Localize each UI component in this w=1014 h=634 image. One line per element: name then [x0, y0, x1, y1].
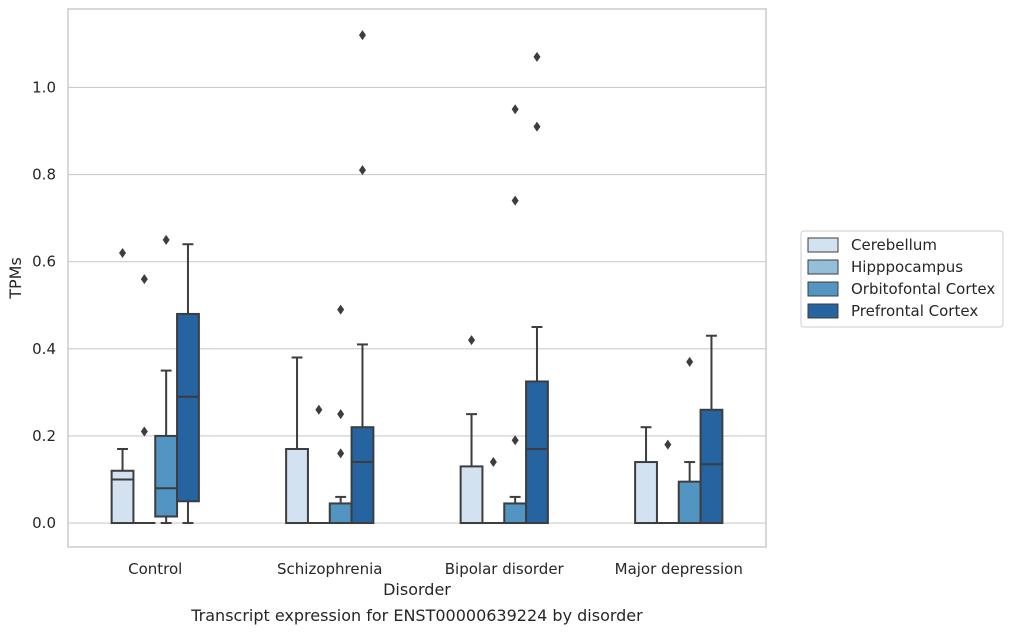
y-tick-label: 0.2: [32, 427, 56, 445]
box: [459, 335, 484, 525]
box: [677, 356, 702, 525]
outlier-point: [468, 335, 476, 346]
box: [656, 439, 679, 525]
outlier-point: [489, 457, 497, 468]
y-tick-label: 1.0: [32, 78, 56, 96]
y-tick-label: 0.8: [32, 166, 56, 184]
outlier-point: [511, 195, 519, 206]
box-body: [350, 426, 375, 525]
outlier-point: [686, 356, 694, 367]
box-body: [328, 502, 353, 525]
legend-label: Hipppocampus: [851, 258, 963, 276]
outlier-point: [358, 165, 366, 176]
legend: Cerebellum Hipppocampus Orbitofontal Corte…: [800, 230, 1004, 328]
figure-caption: Transcript expression for ENST0000063922…: [191, 606, 643, 625]
legend-swatch: [807, 259, 839, 275]
y-axis-title: TPMs: [6, 257, 25, 300]
y-tick-label: 0.6: [32, 253, 56, 271]
plot-frame: [67, 8, 767, 548]
outlier-point: [511, 435, 519, 446]
box: [110, 247, 135, 525]
box-body: [503, 502, 528, 525]
outlier-point: [358, 30, 366, 41]
y-axis-ticks: 0.0 0.2 0.4 0.6 0.8 1.0: [32, 78, 56, 532]
box: [133, 274, 156, 525]
box: [328, 304, 353, 525]
x-tick-label: Schizophrenia: [277, 560, 382, 578]
box-body: [525, 380, 549, 525]
outlier-point: [533, 121, 541, 132]
legend-label: Cerebellum: [851, 236, 937, 254]
legend-frame: [800, 230, 1004, 328]
outlier-point: [533, 51, 541, 62]
legend-swatch: [807, 237, 839, 253]
legend-label: Prefrontal Cortex: [851, 302, 978, 320]
x-tick-label: Major depression: [615, 560, 743, 578]
box-body: [154, 434, 179, 518]
outlier-point: [162, 234, 170, 245]
outlier-point: [511, 104, 519, 115]
box: [350, 30, 375, 525]
outlier-point: [119, 247, 127, 258]
outlier-point: [337, 304, 345, 315]
x-axis-title: Disorder: [383, 580, 451, 599]
legend-label: Orbitofontal Cortex: [851, 280, 995, 298]
outlier-point: [140, 274, 148, 285]
box: [634, 426, 658, 525]
x-axis-ticks: Control Schizophrenia Bipolar disorder Majo…: [128, 560, 743, 578]
box: [503, 104, 528, 525]
outlier-point: [337, 409, 345, 420]
box-body: [110, 469, 135, 525]
box-series: [110, 30, 724, 525]
box: [154, 234, 179, 525]
y-tick-label: 0.0: [32, 514, 56, 532]
box: [176, 243, 200, 525]
box-body: [459, 465, 484, 525]
box: [482, 457, 505, 525]
box: [699, 334, 724, 525]
outlier-point: [315, 404, 323, 415]
legend-swatch: [807, 281, 839, 297]
x-tick-label: Bipolar disorder: [445, 560, 565, 578]
outlier-point: [664, 439, 672, 450]
box: [285, 356, 309, 525]
x-tick-label: Control: [128, 560, 182, 578]
y-tick-label: 0.4: [32, 340, 56, 358]
outlier-point: [337, 448, 345, 459]
legend-swatch: [807, 303, 839, 319]
box-body: [634, 461, 658, 525]
box-body: [699, 408, 724, 525]
box: [525, 51, 549, 525]
box-body: [176, 312, 200, 503]
box-body: [285, 447, 309, 525]
box: [307, 404, 330, 525]
box-body: [677, 480, 702, 525]
outlier-point: [140, 426, 148, 437]
